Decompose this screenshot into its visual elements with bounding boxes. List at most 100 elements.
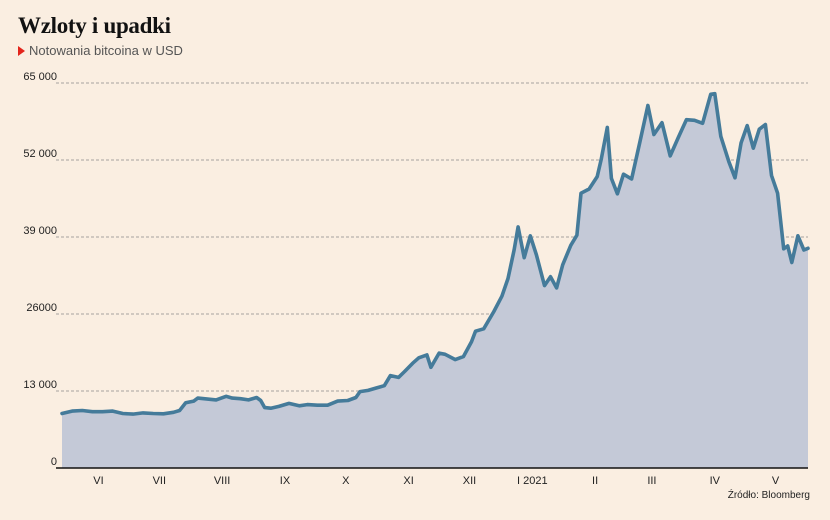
data-point-55 — [501, 295, 503, 298]
data-point-76 — [630, 178, 633, 180]
data-point-77 — [638, 142, 641, 144]
data-point-87 — [714, 92, 716, 95]
data-point-75 — [622, 173, 625, 175]
data-point-81 — [669, 155, 671, 157]
data-point-50 — [462, 355, 465, 358]
data-point-58 — [517, 226, 519, 228]
x-tick-label-10: IV — [710, 475, 721, 487]
data-point-23 — [255, 396, 258, 399]
data-point-41 — [397, 376, 400, 379]
data-point-48 — [444, 353, 446, 356]
data-point-4 — [101, 410, 104, 413]
data-point-16 — [203, 397, 205, 400]
data-point-66 — [570, 244, 572, 247]
data-point-57 — [513, 249, 515, 251]
data-point-36 — [359, 390, 361, 393]
data-point-31 — [316, 404, 319, 407]
data-point-100 — [791, 261, 793, 264]
data-point-93 — [752, 147, 755, 149]
x-tick-label-6: XII — [463, 475, 476, 487]
x-tick-label-11: V — [772, 475, 780, 487]
x-tick-label-5: XI — [403, 475, 413, 487]
data-point-67 — [576, 234, 578, 236]
data-point-22 — [247, 399, 250, 401]
data-point-21 — [239, 397, 242, 400]
data-point-43 — [411, 362, 414, 365]
data-point-6 — [122, 412, 124, 415]
data-point-82 — [677, 136, 680, 139]
price-area-group — [60, 91, 810, 468]
data-point-53 — [482, 328, 485, 330]
data-point-5 — [111, 410, 114, 412]
data-point-28 — [288, 402, 290, 405]
data-point-3 — [91, 410, 94, 413]
data-point-64 — [555, 287, 558, 289]
data-point-78 — [647, 104, 649, 107]
x-axis-labels: VI VII VIII IX X XI XII I 2021 II III IV V — [93, 475, 780, 487]
data-point-0 — [61, 412, 63, 415]
data-point-88 — [720, 135, 722, 138]
x-tick-label-1: VII — [153, 475, 166, 487]
data-point-46 — [430, 366, 432, 369]
chart-subtitle-text: Notowania bitcoina w USD — [29, 43, 183, 58]
data-point-18 — [215, 399, 217, 401]
data-point-80 — [661, 121, 663, 124]
data-point-38 — [375, 387, 378, 389]
data-point-11 — [172, 411, 175, 414]
x-tick-label-9: III — [647, 475, 656, 487]
data-point-39 — [383, 384, 386, 387]
data-point-97 — [776, 192, 779, 194]
data-point-42 — [403, 370, 406, 373]
data-point-7 — [132, 413, 134, 415]
data-point-14 — [193, 400, 195, 402]
data-point-65 — [561, 264, 564, 266]
x-tick-label-8: II — [592, 475, 598, 487]
data-point-96 — [770, 174, 773, 177]
data-point-35 — [355, 396, 357, 399]
data-point-54 — [493, 310, 495, 313]
data-point-9 — [152, 412, 154, 415]
data-point-71 — [600, 158, 602, 161]
data-point-102 — [803, 249, 805, 251]
data-point-30 — [306, 403, 309, 406]
data-point-62 — [543, 284, 546, 287]
data-point-95 — [764, 123, 767, 126]
y-tick-label-2: 26000 — [26, 302, 57, 314]
data-point-52 — [474, 330, 477, 333]
data-point-69 — [588, 188, 590, 190]
data-point-19 — [225, 395, 227, 398]
data-point-26 — [270, 407, 272, 410]
data-point-8 — [142, 412, 144, 414]
data-point-1 — [71, 410, 73, 412]
y-tick-label-0: 0 — [51, 456, 57, 468]
y-tick-label-4: 52 000 — [23, 148, 57, 160]
y-axis-labels: 0 13 000 26000 39 000 52 000 65 000 — [23, 71, 57, 468]
data-point-44 — [418, 357, 420, 359]
data-point-68 — [580, 192, 582, 194]
x-tick-label-3: IX — [280, 475, 291, 487]
price-area-fill — [62, 93, 808, 468]
data-point-74 — [616, 193, 619, 195]
data-point-24 — [259, 399, 262, 402]
data-point-72 — [606, 126, 609, 129]
price-line — [60, 91, 810, 416]
x-tick-label-4: X — [342, 475, 350, 487]
data-point-86 — [709, 93, 712, 96]
data-point-61 — [535, 254, 538, 256]
data-point-79 — [653, 133, 655, 136]
data-point-70 — [596, 175, 598, 178]
x-tick-label-7: I 2021 — [517, 475, 548, 487]
data-point-47 — [438, 352, 440, 354]
data-point-49 — [454, 358, 457, 361]
data-point-83 — [685, 118, 688, 121]
data-point-94 — [758, 128, 761, 130]
y-tick-label-1: 13 000 — [23, 379, 57, 391]
data-point-29 — [298, 405, 301, 407]
data-point-84 — [693, 119, 696, 122]
data-point-20 — [231, 397, 234, 399]
source-note: Źródło: Bloomberg — [727, 490, 810, 501]
data-point-103 — [807, 247, 809, 250]
data-point-13 — [184, 402, 187, 404]
x-tick-label-0: VI — [93, 475, 103, 487]
